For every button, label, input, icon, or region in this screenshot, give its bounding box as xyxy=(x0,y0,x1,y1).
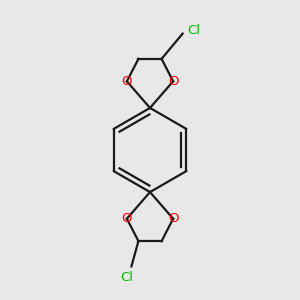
Text: O: O xyxy=(122,75,132,88)
Text: O: O xyxy=(122,212,132,225)
Text: Cl: Cl xyxy=(187,24,200,37)
Text: Cl: Cl xyxy=(121,271,134,284)
Text: O: O xyxy=(168,75,178,88)
Text: O: O xyxy=(168,212,178,225)
